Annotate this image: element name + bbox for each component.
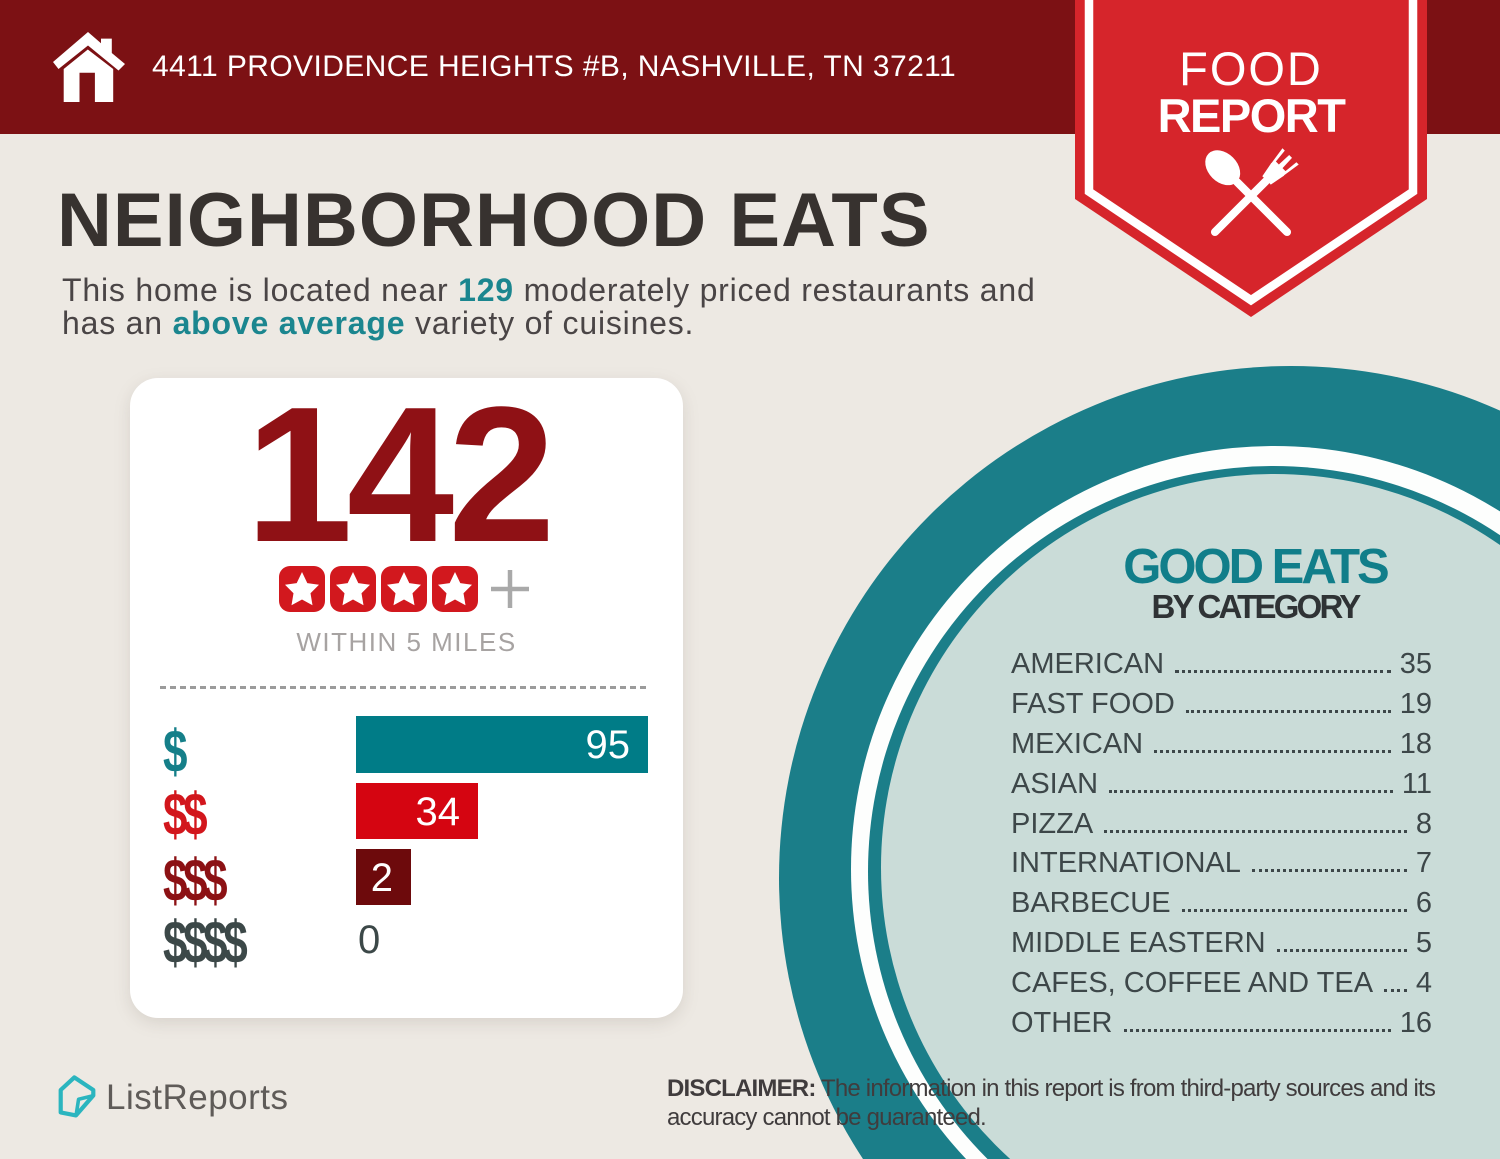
svg-text:REPORT: REPORT <box>1158 89 1347 142</box>
svg-text:FOOD: FOOD <box>1179 42 1323 95</box>
